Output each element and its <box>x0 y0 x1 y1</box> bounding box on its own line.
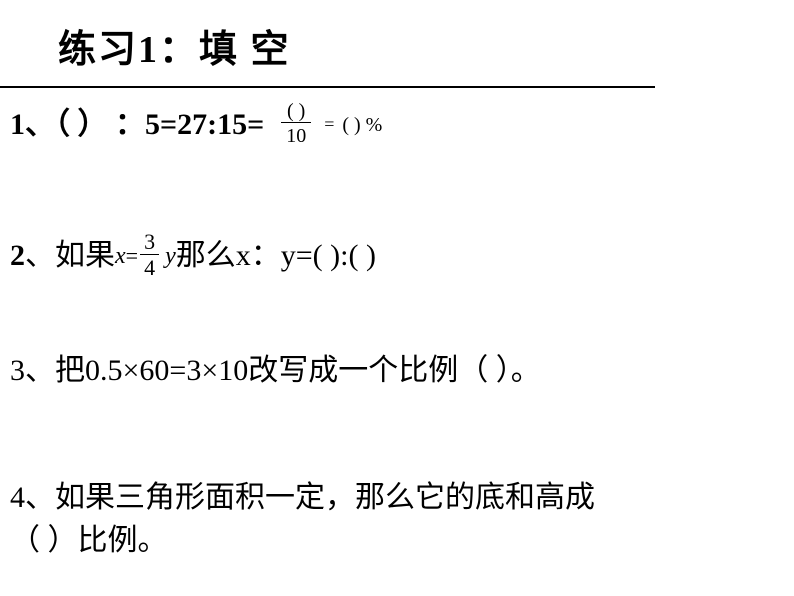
q1-equals: = <box>324 111 334 138</box>
page-title: 练习1：填 空 <box>0 18 794 73</box>
q1-prefix: 1、（ ） ：5=27:15= <box>10 102 264 147</box>
q1-numerator: ( ) <box>281 100 311 123</box>
q1-fraction-part: ( ) 10 = ( ) % <box>276 100 382 149</box>
q2-number: 2 <box>10 233 25 278</box>
q1-fraction: ( ) 10 <box>280 100 312 149</box>
q4-text2: （ ）比例。 <box>10 524 168 557</box>
question-2: 2 、如果 x = 3 4 y 那么x：y=( ):( ) <box>10 230 376 282</box>
q1-denominator: 10 <box>280 123 312 149</box>
q2-fraction: 3 4 <box>140 230 159 282</box>
q2-frac-den: 4 <box>140 255 159 281</box>
q2-var-x: x <box>115 238 126 274</box>
question-3: 3、把0.5×60=3×10改写成一个比例（ ）。 <box>10 348 541 393</box>
q2-text1: 、如果 <box>25 233 115 278</box>
title-section: 练习1：填 空 <box>0 18 794 73</box>
q4-text1: 4、如果三角形面积一定，那么它的底和高成 <box>10 481 595 514</box>
q3-text: 3、把0.5×60=3×10改写成一个比例（ ）。 <box>10 354 541 387</box>
q2-var-y: y <box>165 238 176 274</box>
q2-text2: 那么x：y=( ):( ) <box>176 233 376 278</box>
title-underline <box>0 86 655 88</box>
q2-frac-num: 3 <box>140 230 159 255</box>
question-4-line1: 4、如果三角形面积一定，那么它的底和高成 <box>10 475 595 520</box>
q2-eq: = <box>126 239 138 272</box>
question-4-line2: （ ）比例。 <box>10 518 168 563</box>
q1-percent-blank: ( ) % <box>342 110 382 140</box>
question-1: 1、（ ） ：5=27:15= ( ) 10 = ( ) % <box>10 100 382 149</box>
